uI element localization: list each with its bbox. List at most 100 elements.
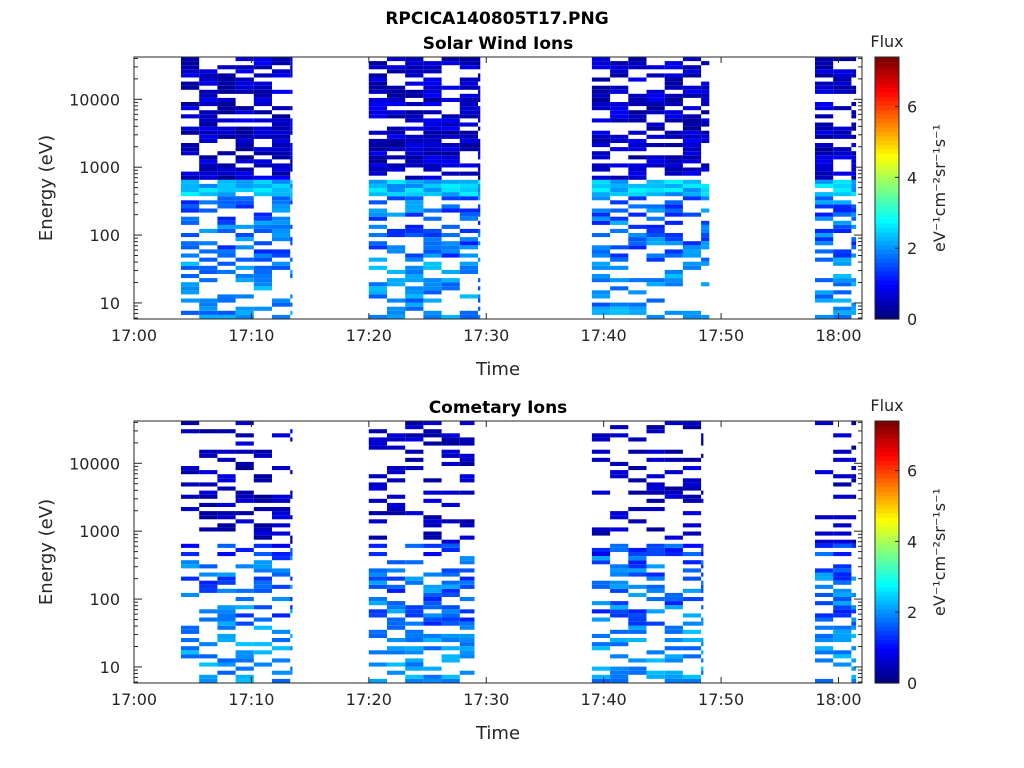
heat-cell <box>181 482 200 487</box>
heat-cell <box>441 678 460 683</box>
heat-cell <box>646 257 665 262</box>
colorbar-segment <box>875 565 899 571</box>
colorbar-segment <box>875 118 899 124</box>
colorbar-frame <box>874 420 900 684</box>
heat-cell <box>387 93 406 98</box>
heat-cell <box>682 151 702 156</box>
heat-cell <box>272 646 291 651</box>
heat-cell <box>387 507 406 512</box>
heat-cell <box>610 642 629 647</box>
heat-cell <box>610 163 629 168</box>
colorbar-segment <box>875 582 899 588</box>
heat-cell <box>646 564 665 569</box>
heat-cell <box>478 147 481 152</box>
heat-cell <box>405 543 424 548</box>
heat-cell <box>253 216 272 221</box>
heat-cell <box>815 298 834 303</box>
x-tick-label: 17:10 <box>228 326 274 345</box>
heat-cell <box>368 662 387 667</box>
heat-cell <box>701 183 710 188</box>
heat-cell <box>851 204 857 209</box>
heat-cell <box>815 658 834 663</box>
heat-cell <box>833 228 852 233</box>
heat-cell <box>423 147 442 152</box>
heat-cell <box>368 441 387 446</box>
heat-cell <box>423 282 442 287</box>
heat-cell <box>217 171 236 176</box>
heat-cell <box>441 118 460 123</box>
colorbar-segment <box>875 613 899 619</box>
heat-cell <box>423 519 442 524</box>
heat-cell <box>610 245 629 250</box>
heat-cell <box>610 118 629 123</box>
heat-cell <box>646 486 665 491</box>
heat-cell <box>272 118 291 123</box>
heat-cell <box>405 163 424 168</box>
heat-cell <box>253 175 272 180</box>
heat-cell <box>181 106 200 111</box>
colorbar-segment <box>875 652 899 658</box>
heat-cell <box>217 617 236 622</box>
heat-cell <box>181 646 200 651</box>
heat-cell <box>628 110 647 115</box>
heat-cell <box>591 138 611 143</box>
heat-cell <box>815 114 834 119</box>
heat-cell <box>833 601 852 606</box>
heat-cell <box>459 81 478 86</box>
heat-cell <box>368 601 387 606</box>
heat-cell <box>181 638 200 643</box>
y-axis-label: Energy (eV) <box>36 135 57 241</box>
heat-cell <box>459 245 478 250</box>
heat-cell <box>610 678 629 683</box>
heat-cell <box>405 433 424 438</box>
heat-cell <box>235 650 254 655</box>
heat-cell <box>591 490 611 495</box>
heat-cell <box>423 237 442 242</box>
heat-cell <box>272 265 291 270</box>
heat-cell <box>235 57 254 62</box>
heat-cell <box>368 216 387 221</box>
heat-cell <box>272 69 291 74</box>
heat-cell <box>478 85 481 90</box>
heat-cell <box>591 556 611 561</box>
heat-cell <box>610 216 629 221</box>
colorbar-segment <box>875 78 899 84</box>
heat-cell <box>833 515 852 520</box>
heat-cell <box>459 93 478 98</box>
heat-cell <box>423 638 442 643</box>
colorbar-frame <box>874 56 900 320</box>
heat-cell <box>815 196 834 201</box>
heat-cell <box>199 564 218 569</box>
heat-cell <box>664 237 683 242</box>
heat-cell <box>368 183 387 188</box>
heat-cell <box>441 453 460 458</box>
colorbar-segment <box>875 630 899 636</box>
heat-cell <box>591 642 611 647</box>
heat-cell <box>405 278 424 283</box>
heat-cell <box>199 81 218 86</box>
heat-cell <box>253 617 272 622</box>
colorbar-tick-label: 2 <box>907 603 917 622</box>
heat-cell <box>217 97 236 102</box>
heat-cell <box>628 666 647 671</box>
heat-cell <box>459 617 475 622</box>
heat-cell <box>591 584 611 589</box>
heat-cell <box>387 65 406 70</box>
heat-cell <box>181 130 200 135</box>
heat-cell <box>423 253 442 258</box>
heat-cell <box>646 106 665 111</box>
heat-cell <box>272 678 291 683</box>
heat-cell <box>235 654 254 659</box>
heat-cell <box>459 478 475 483</box>
heat-cell <box>833 449 852 454</box>
heat-cell <box>646 159 665 164</box>
heat-cell <box>664 143 683 148</box>
heat-cell <box>610 188 629 193</box>
heat-cell <box>272 233 291 238</box>
heat-cell <box>610 257 629 262</box>
heat-cell <box>272 89 291 94</box>
heat-cell <box>423 429 442 434</box>
heat-cell <box>833 314 852 319</box>
heat-cell <box>478 257 481 262</box>
heat-cell <box>253 159 272 164</box>
